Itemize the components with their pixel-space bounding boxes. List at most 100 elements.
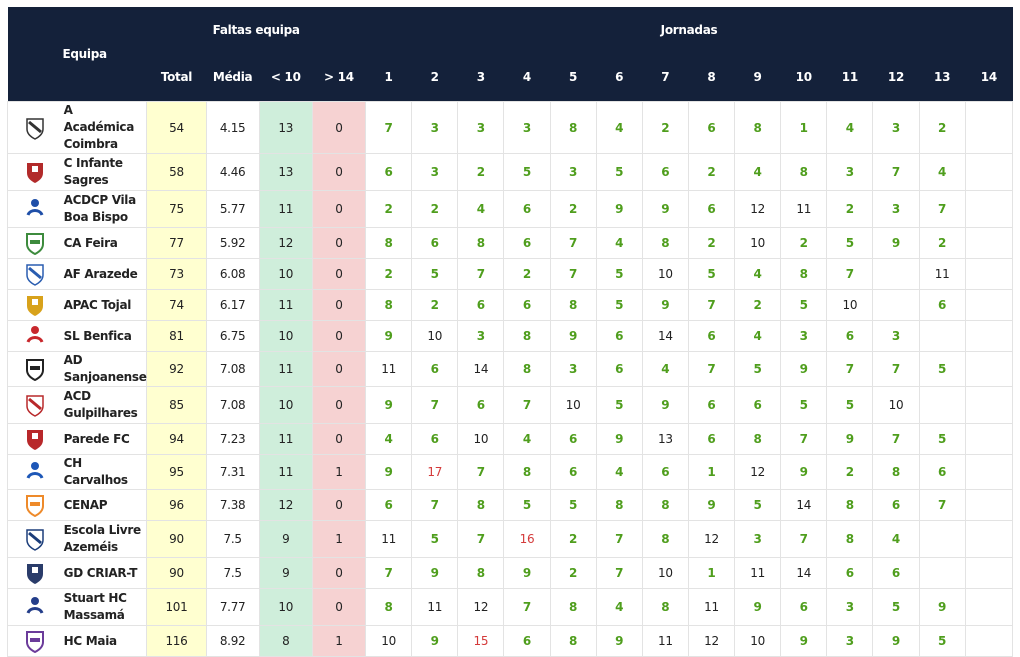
team-name[interactable]: Parede FC	[62, 423, 148, 455]
round-9-cell: 5	[734, 351, 782, 387]
round-11-cell: 8	[826, 489, 874, 521]
media-cell: 7.23	[205, 423, 260, 455]
round-3-column-header[interactable]: 3	[457, 53, 504, 102]
round-10-column-header[interactable]: 10	[780, 53, 827, 102]
team-name[interactable]: CENAP	[62, 489, 148, 521]
round-7-cell: 6	[641, 153, 689, 191]
round-8-cell: 6	[687, 320, 736, 352]
round-2-cell: 10	[411, 320, 459, 352]
team-name[interactable]: CH Carvalhos	[62, 454, 148, 490]
team-name[interactable]: ACDCP Vila Boa Bispo	[62, 190, 148, 228]
round-3-cell: 6	[457, 289, 505, 321]
jornadas-group-header: Jornadas	[365, 7, 1013, 53]
table-row: APAC Tojal 74 6.17 11 0 8 2 6 6 8 5 9 7 2 5 10 6	[6, 289, 1014, 321]
total-cell: 85	[146, 386, 207, 424]
media-cell: 7.31	[205, 454, 260, 490]
round-14-cell	[964, 320, 1014, 352]
table-row: CH Carvalhos 95 7.31 11 1 9 17 7 8 6 4 6 1 12 9 2 8 6	[6, 454, 1014, 490]
round-11-cell: 7	[826, 351, 874, 387]
gt14-cell: 0	[311, 153, 367, 191]
media-column-header[interactable]: Média	[206, 53, 260, 102]
round-2-cell: 2	[411, 289, 459, 321]
team-name[interactable]: A Académica Coimbra	[62, 101, 148, 154]
round-7-cell: 8	[641, 520, 689, 558]
round-9-cell: 4	[734, 258, 782, 290]
round-11-column-header[interactable]: 11	[826, 53, 873, 102]
round-13-cell: 7	[918, 489, 966, 521]
parede-fc-crest	[6, 423, 63, 455]
round-8-cell: 7	[687, 289, 736, 321]
round-7-cell: 9	[641, 289, 689, 321]
round-3-cell: 4	[457, 190, 505, 228]
round-10-cell: 14	[780, 489, 828, 521]
round-4-column-header[interactable]: 4	[503, 53, 551, 102]
round-6-column-header[interactable]: 6	[596, 53, 643, 102]
round-14-column-header[interactable]: 14	[965, 53, 1013, 102]
round-12-cell: 3	[872, 320, 920, 352]
round-12-cell: 9	[872, 227, 920, 259]
team-name[interactable]: C Infante Sagres	[62, 153, 148, 191]
total-cell: 95	[146, 454, 207, 490]
round-6-cell: 4	[595, 588, 643, 626]
table-row: CA Feira 77 5.92 12 0 8 6 8 6 7 4 8 2 10 2 5 9 2	[6, 227, 1014, 259]
round-11-cell: 4	[826, 101, 874, 154]
round-2-cell: 6	[411, 351, 459, 387]
round-3-cell: 10	[457, 423, 505, 455]
team-name[interactable]: SL Benfica	[62, 320, 148, 352]
team-name[interactable]: Escola Livre Azeméis	[62, 520, 148, 558]
ad-sanjoanense-crest	[6, 351, 63, 387]
escola-livre-azemeis-crest	[6, 520, 63, 558]
team-name[interactable]: AD Sanjoanense	[62, 351, 148, 387]
round-12-cell: 3	[872, 190, 920, 228]
round-9-column-header[interactable]: 9	[734, 53, 781, 102]
sl-benfica-crest	[6, 320, 63, 352]
total-cell: 90	[146, 557, 207, 589]
gt14-column-header[interactable]: > 14	[312, 53, 366, 102]
gd-criar-t-crest	[6, 557, 63, 589]
team-name[interactable]: HC Maia	[62, 625, 148, 657]
round-3-cell: 7	[457, 520, 505, 558]
total-cell: 54	[146, 101, 207, 154]
total-cell: 92	[146, 351, 207, 387]
team-column-header[interactable]: Equipa	[7, 7, 147, 102]
round-6-cell: 7	[595, 520, 643, 558]
team-name[interactable]: AF Arazede	[62, 258, 148, 290]
round-2-column-header[interactable]: 2	[411, 53, 458, 102]
round-7-cell: 6	[641, 454, 689, 490]
round-2-cell: 17	[411, 454, 459, 490]
round-1-cell: 11	[365, 351, 413, 387]
lt10-cell: 11	[258, 190, 313, 228]
round-8-cell: 12	[687, 625, 736, 657]
vila-boa-bispo-crest	[6, 190, 63, 228]
lt10-column-header[interactable]: < 10	[259, 53, 313, 102]
round-1-column-header[interactable]: 1	[365, 53, 412, 102]
round-7-cell: 2	[641, 101, 689, 154]
gt14-cell: 1	[311, 454, 367, 490]
round-4-cell: 7	[503, 386, 551, 424]
round-5-column-header[interactable]: 5	[550, 53, 597, 102]
round-14-cell	[964, 423, 1014, 455]
total-cell: 75	[146, 190, 207, 228]
round-12-cell: 6	[872, 489, 920, 521]
table-row: GD CRIAR-T 90 7.5 9 0 7 9 8 9 2 7 10 1 11 14 6 6	[6, 557, 1014, 589]
team-name[interactable]: Stuart HC Massamá	[62, 588, 148, 626]
round-14-cell	[964, 351, 1014, 387]
round-4-cell: 6	[503, 625, 551, 657]
round-12-column-header[interactable]: 12	[872, 53, 920, 102]
team-name[interactable]: GD CRIAR-T	[62, 557, 148, 589]
round-13-column-header[interactable]: 13	[919, 53, 966, 102]
lt10-cell: 9	[258, 520, 313, 558]
team-name[interactable]: ACD Gulpilhares	[62, 386, 148, 424]
round-7-cell: 13	[641, 423, 689, 455]
round-1-cell: 6	[365, 153, 413, 191]
round-7-column-header[interactable]: 7	[642, 53, 689, 102]
gt14-cell: 0	[311, 386, 367, 424]
team-name[interactable]: APAC Tojal	[62, 289, 148, 321]
lt10-cell: 11	[258, 454, 313, 490]
round-2-cell: 11	[411, 588, 459, 626]
team-name[interactable]: CA Feira	[62, 227, 148, 259]
lt10-cell: 10	[258, 386, 313, 424]
total-column-header[interactable]: Total	[146, 53, 207, 102]
round-8-column-header[interactable]: 8	[688, 53, 735, 102]
round-13-cell: 11	[918, 258, 966, 290]
